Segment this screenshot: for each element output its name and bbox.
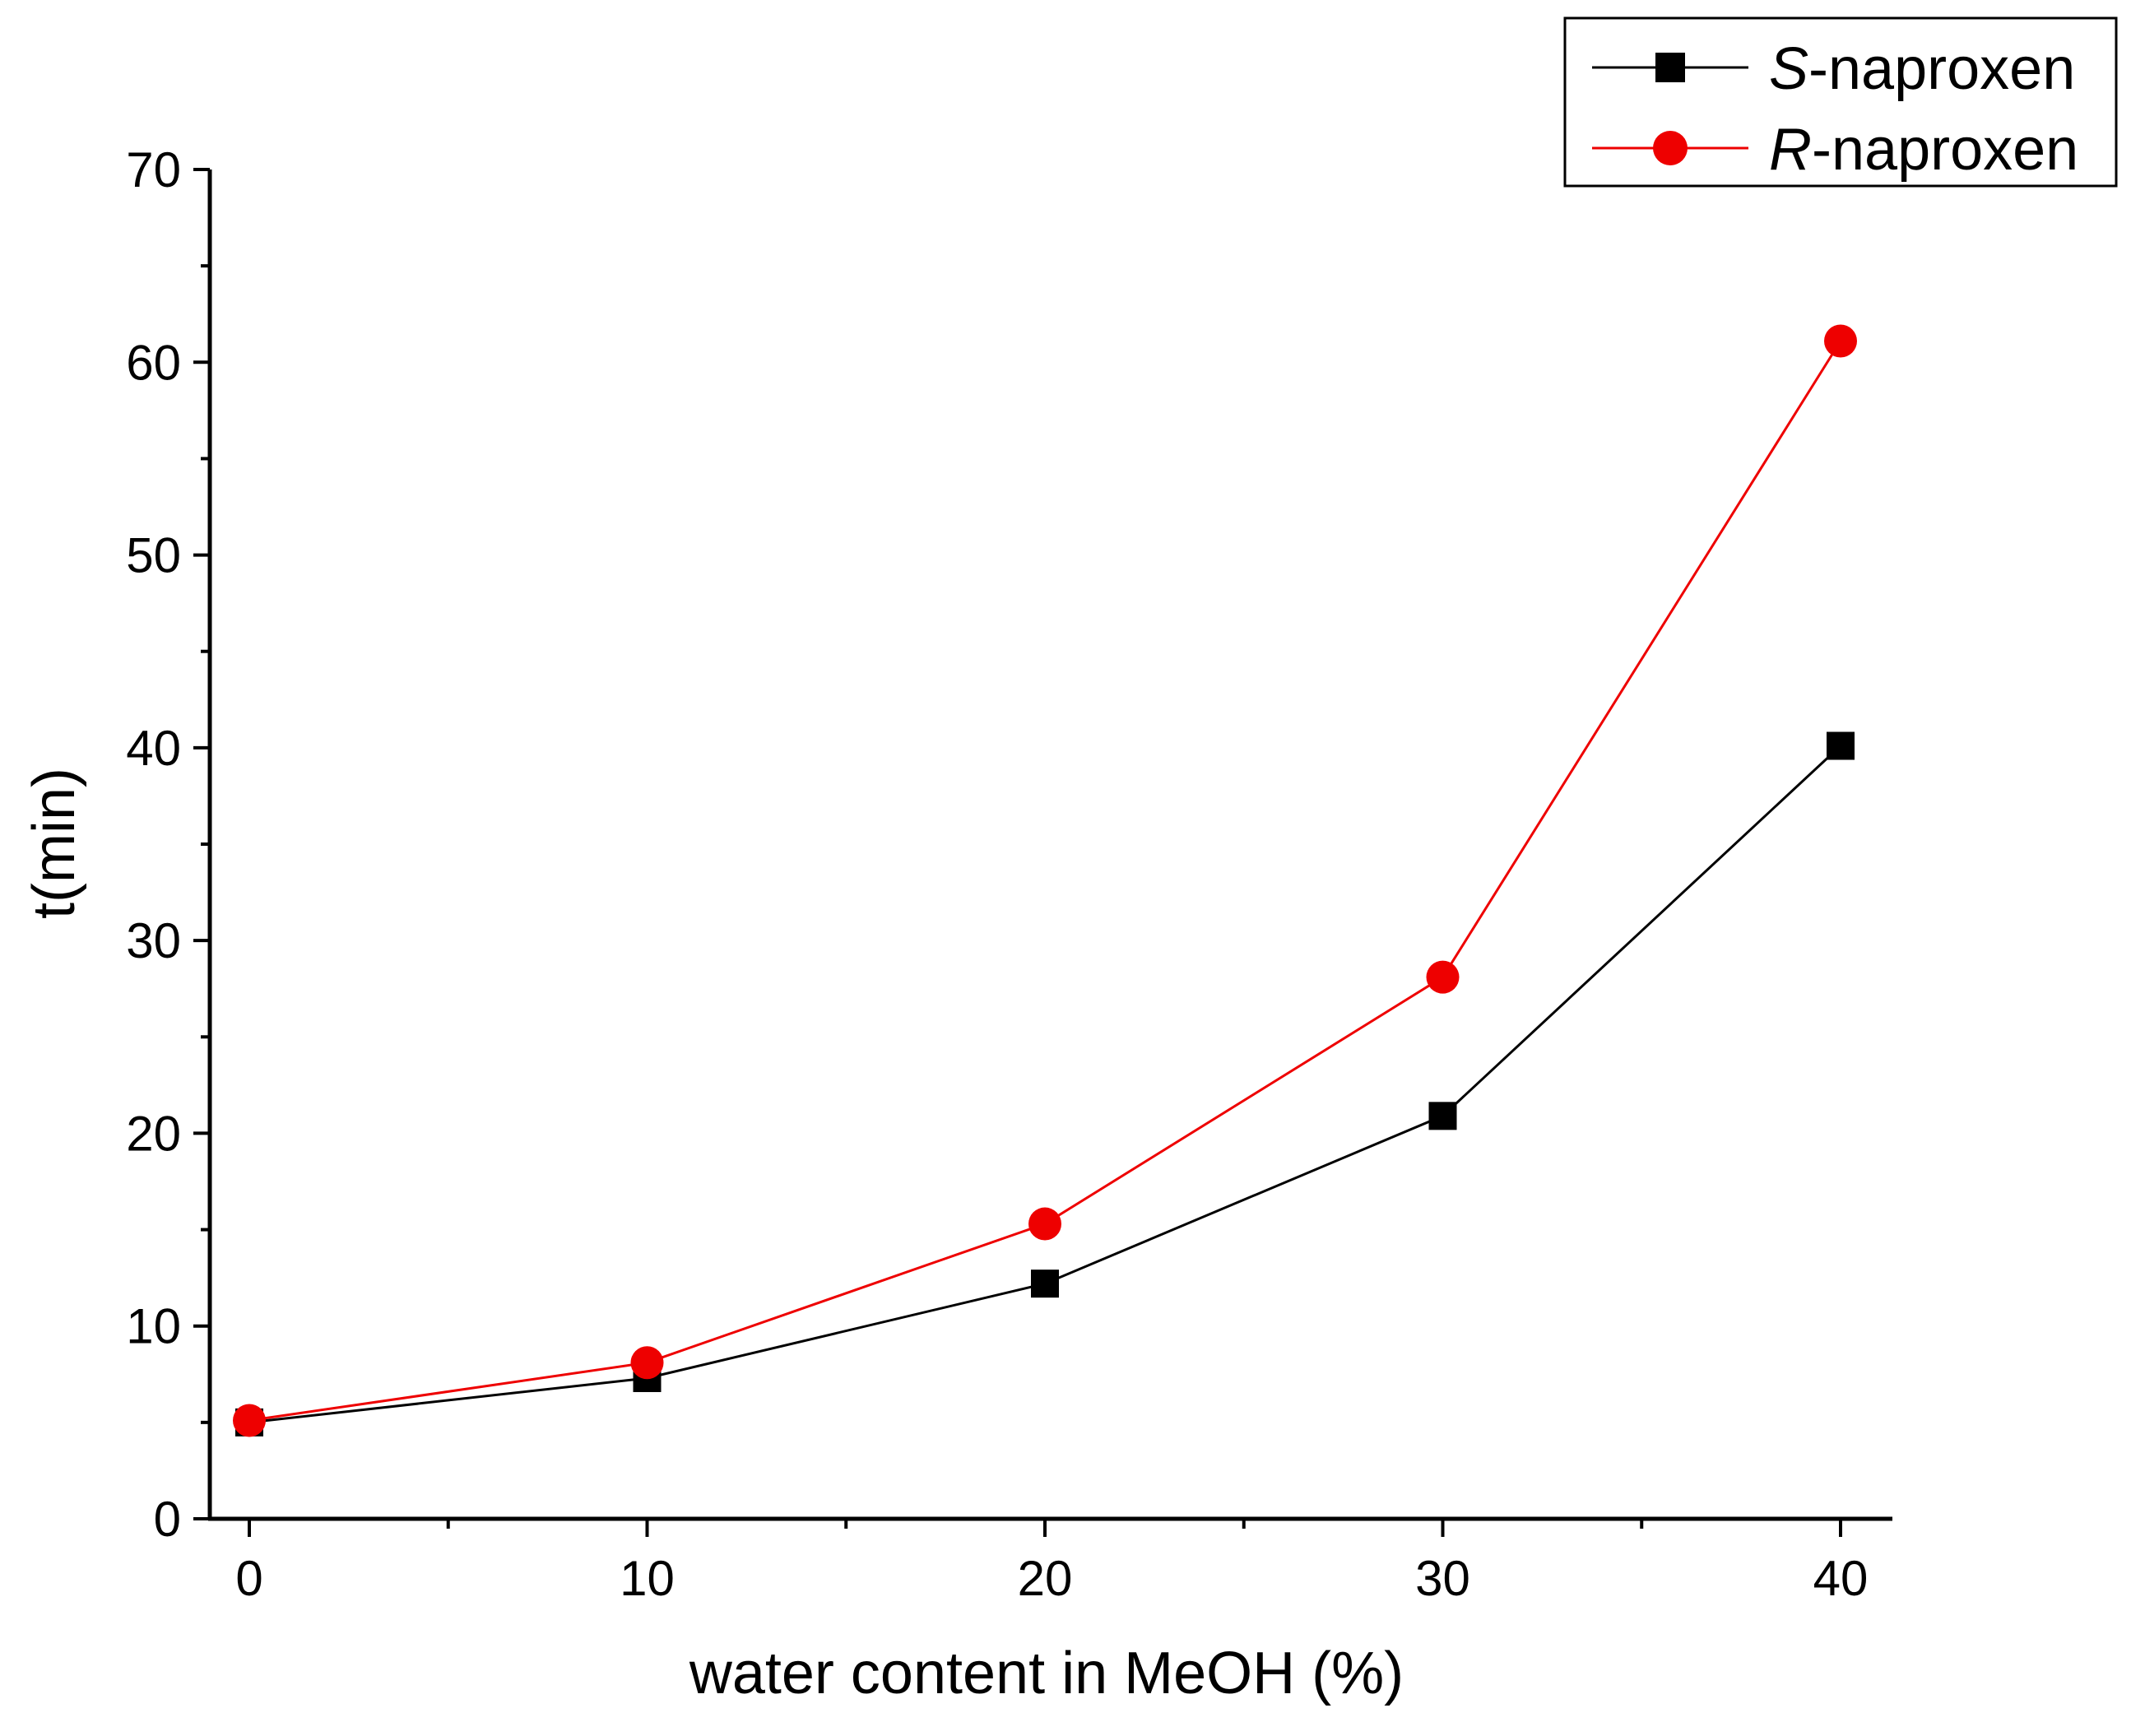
data-point-s-naproxen: [1031, 1270, 1059, 1298]
legend-label-s-prefix: S: [1769, 36, 1808, 102]
x-tick-label: 20: [1018, 1551, 1073, 1606]
y-tick-label: 70: [126, 142, 181, 197]
data-point-r-naproxen: [1824, 324, 1857, 358]
legend: S-naproxen R-naproxen: [1563, 16, 2118, 188]
legend-label-r-prefix: R: [1769, 117, 1812, 183]
y-tick-label: 60: [126, 335, 181, 390]
y-axis-title: t(min): [21, 768, 87, 919]
data-point-s-naproxen: [1428, 1102, 1457, 1130]
y-tick-label: 30: [126, 913, 181, 968]
legend-marker-r-naproxen: [1653, 131, 1688, 165]
x-axis-title: water content in MeOH (%): [689, 1641, 1404, 1706]
y-tick-label: 10: [126, 1299, 181, 1354]
y-tick-label: 40: [126, 721, 181, 776]
legend-label-s-suffix: -naproxen: [1808, 36, 2075, 102]
legend-marker-s-naproxen: [1655, 53, 1685, 82]
data-point-r-naproxen: [233, 1404, 266, 1437]
data-point-r-naproxen: [630, 1346, 664, 1380]
y-ticks: 0 10 20 30 40 50 60 70: [126, 142, 210, 1547]
legend-label-s-naproxen: S-naproxen: [1769, 36, 2075, 102]
x-tick-label: 10: [620, 1551, 675, 1606]
legend-label-r-naproxen: R-naproxen: [1769, 117, 2078, 183]
legend-label-r-suffix: -naproxen: [1812, 117, 2078, 183]
data-point-s-naproxen: [1827, 731, 1855, 760]
plot-area: [233, 324, 1857, 1437]
x-tick-label: 40: [1813, 1551, 1869, 1606]
y-tick-label: 20: [126, 1106, 181, 1161]
data-point-r-naproxen: [1426, 960, 1460, 994]
x-tick-label: 0: [235, 1551, 262, 1606]
y-tick-label: 50: [126, 528, 181, 583]
x-tick-label: 30: [1415, 1551, 1470, 1606]
data-point-r-naproxen: [1028, 1207, 1061, 1241]
y-tick-label: 0: [154, 1492, 181, 1547]
x-ticks: 0 10 20 30 40: [235, 1519, 1868, 1606]
